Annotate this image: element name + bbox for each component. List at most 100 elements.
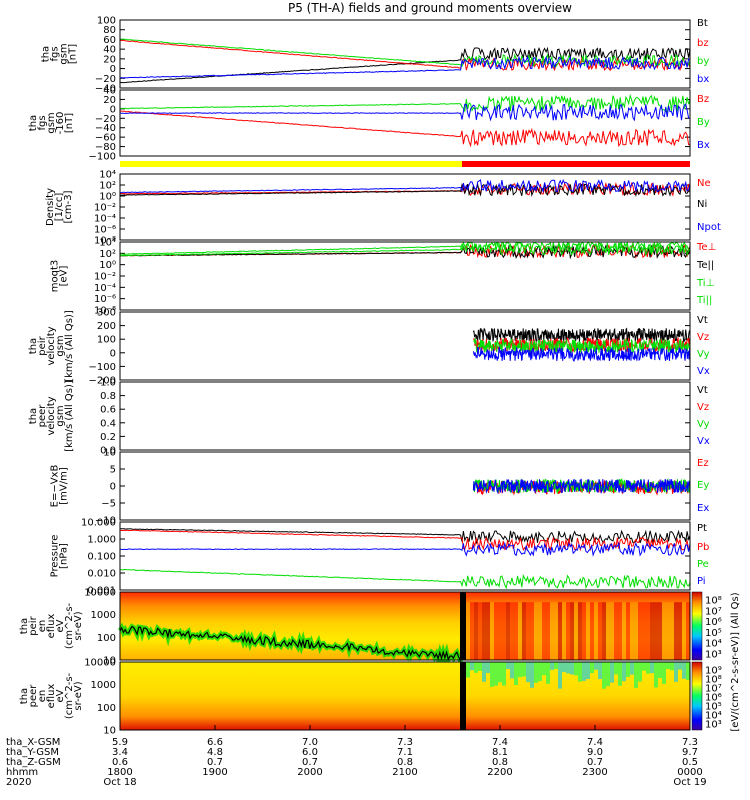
spectrogram-column xyxy=(654,662,658,688)
spectrogram-column xyxy=(630,662,634,675)
legend-entry: Pb xyxy=(697,542,709,553)
colorbar-tick-label: 10³ xyxy=(705,650,722,661)
y-tick-label: 100 xyxy=(97,335,116,346)
colorbar-tick-label: 10⁸ xyxy=(705,675,722,686)
mode-bar-fast xyxy=(462,161,690,167)
y-axis-label: moqt3 xyxy=(50,260,61,293)
y-tick-label: 0 xyxy=(110,482,116,493)
legend-entry: Pe xyxy=(697,559,709,570)
series-line xyxy=(119,569,691,590)
y-tick-label: 10⁻⁶ xyxy=(94,225,116,236)
series-line xyxy=(119,93,691,113)
ephemeris-value: 9.7 xyxy=(682,747,698,758)
data-gap xyxy=(460,662,466,730)
y-axis-label: sr-eV) xyxy=(73,611,84,640)
colorbar-tick-label: 10⁸ xyxy=(705,596,722,607)
ephemeris-value: 2000 xyxy=(297,767,322,778)
plot-area xyxy=(472,477,691,496)
y-tick-label: −60 xyxy=(95,133,116,144)
spectrogram-column xyxy=(466,662,470,678)
y-axis-label: velocity xyxy=(46,326,57,365)
spectrogram-column xyxy=(602,662,606,689)
spectrogram-column xyxy=(550,602,554,660)
spectrogram-column xyxy=(634,662,638,688)
colorbar-tick-label: 10⁵ xyxy=(705,702,722,713)
spectrogram-column xyxy=(606,602,610,660)
y-axis-label: [1/cc] xyxy=(54,193,65,222)
y-axis-label: eflux xyxy=(46,614,57,639)
series-line xyxy=(119,179,691,194)
y-axis-label: [mV/m] xyxy=(59,467,70,505)
plot-area xyxy=(119,93,691,148)
legend-entry: Te|| xyxy=(696,260,714,271)
spectrogram-column xyxy=(550,662,554,670)
legend-entry: Pi xyxy=(697,576,706,587)
spectrogram-column xyxy=(682,662,686,679)
spectrogram-column xyxy=(562,662,566,673)
spectrogram-column xyxy=(502,602,506,660)
spectrogram-column xyxy=(570,662,574,675)
y-tick-label: 100 xyxy=(97,16,116,27)
legend-entry: Ti|| xyxy=(696,295,712,306)
legend-entry: by xyxy=(697,56,709,67)
spectrogram-column xyxy=(658,662,662,679)
y-tick-label: 10000 xyxy=(84,588,116,599)
panel-frame xyxy=(119,89,691,157)
spectrogram-column xyxy=(558,602,562,660)
spectrogram-column xyxy=(622,662,626,682)
y-tick-label: 10⁻⁴ xyxy=(94,283,116,294)
y-tick-label: 0.001 xyxy=(87,586,116,597)
spectrogram-column xyxy=(594,602,598,660)
spectrogram-column xyxy=(494,602,498,660)
legend-entry: Pt xyxy=(697,523,707,534)
spectrogram-column xyxy=(650,602,654,660)
y-axis-label: en xyxy=(37,620,48,633)
legend-entry: Ni xyxy=(697,199,707,210)
series-line xyxy=(472,478,691,495)
legend-entry: Ex xyxy=(697,503,709,514)
y-tick-label: 20 xyxy=(103,54,116,65)
y-axis-label: fgs xyxy=(50,46,61,61)
spectrogram-column xyxy=(486,602,490,660)
spectrogram-column xyxy=(594,662,598,670)
y-tick-label: 10⁻² xyxy=(94,203,116,214)
plot-area xyxy=(117,592,690,668)
spectrogram-column xyxy=(530,662,534,688)
spectrogram-column xyxy=(646,602,650,660)
ephemeris-label: tha_Y-GSM xyxy=(6,747,59,758)
y-tick-label: −100 xyxy=(89,362,116,373)
plot-area xyxy=(119,179,691,198)
spectrogram-column xyxy=(474,662,478,673)
spectrogram-column xyxy=(470,602,474,660)
spectrogram-column xyxy=(658,602,662,660)
spectrogram-column xyxy=(546,602,550,660)
legend-entry: Vz xyxy=(697,332,709,343)
y-axis-label: [cm-3] xyxy=(63,190,74,223)
data-gap xyxy=(460,592,466,660)
legend-entry: Ne xyxy=(697,178,711,189)
ephemeris-label: tha_Z-GSM xyxy=(6,757,61,768)
y-tick-label: 0 xyxy=(110,104,116,115)
y-axis-label: tha xyxy=(28,115,39,131)
spectrogram-column xyxy=(582,662,586,681)
series-line xyxy=(472,346,691,362)
spectrogram-column xyxy=(554,602,558,660)
panel-frame xyxy=(119,521,691,591)
ephemeris-value: 2200 xyxy=(487,767,512,778)
legend-entry: Bt xyxy=(697,18,708,29)
y-tick-label: −100 xyxy=(89,152,116,163)
y-tick-label: 0.4 xyxy=(100,418,116,429)
panel-frame xyxy=(119,19,691,89)
spectrogram-column xyxy=(466,602,470,660)
spectrogram-column xyxy=(662,662,666,684)
spectrogram-column xyxy=(598,602,602,660)
panel-frame xyxy=(119,591,691,661)
series-line xyxy=(119,103,691,122)
y-axis-label: gsm xyxy=(59,43,70,64)
plot-area xyxy=(472,327,691,362)
plot-area xyxy=(119,38,691,84)
spectrogram-column xyxy=(506,602,510,660)
